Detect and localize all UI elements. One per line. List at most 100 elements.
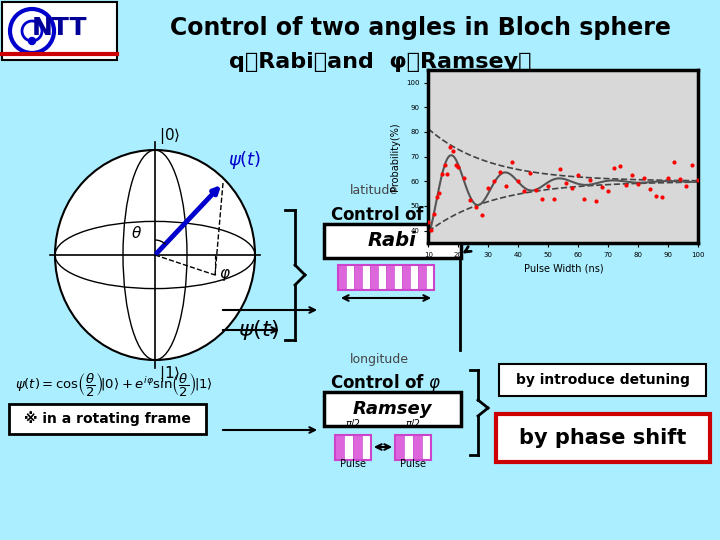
Point bbox=[433, 189, 445, 198]
Bar bbox=[395, 435, 431, 460]
FancyBboxPatch shape bbox=[496, 414, 710, 462]
Ellipse shape bbox=[55, 150, 255, 360]
Bar bbox=[413, 435, 422, 460]
Text: NTT: NTT bbox=[32, 16, 88, 40]
Text: ※ in a rotating frame: ※ in a rotating frame bbox=[24, 411, 190, 427]
Bar bbox=[362, 435, 371, 460]
FancyBboxPatch shape bbox=[324, 392, 461, 426]
Text: $|1\rangle$: $|1\rangle$ bbox=[159, 364, 181, 384]
FancyBboxPatch shape bbox=[324, 224, 461, 258]
Point bbox=[680, 182, 692, 191]
Bar bbox=[404, 435, 413, 460]
Text: by introduce detuning: by introduce detuning bbox=[516, 373, 690, 387]
Bar bbox=[394, 265, 402, 290]
Point bbox=[572, 170, 584, 179]
Point bbox=[525, 168, 536, 177]
Point bbox=[608, 164, 620, 172]
Point bbox=[464, 195, 476, 204]
Text: $\pi/2$: $\pi/2$ bbox=[405, 417, 421, 430]
Text: Pulse: Pulse bbox=[400, 459, 426, 469]
Text: Pulse: Pulse bbox=[340, 459, 366, 469]
Bar bbox=[338, 265, 346, 290]
Bar bbox=[426, 265, 434, 290]
Text: Control of two angles in Bloch sphere: Control of two angles in Bloch sphere bbox=[170, 16, 670, 40]
Bar bbox=[395, 435, 404, 460]
Bar bbox=[386, 265, 394, 290]
Point bbox=[450, 160, 462, 169]
Bar bbox=[2, 2, 117, 60]
Point bbox=[536, 194, 548, 203]
Point bbox=[471, 202, 482, 211]
Point bbox=[444, 143, 456, 151]
Bar bbox=[410, 265, 418, 290]
Bar bbox=[422, 435, 431, 460]
Point bbox=[507, 157, 518, 166]
Point bbox=[644, 184, 656, 193]
Point bbox=[603, 187, 614, 195]
Point bbox=[482, 184, 494, 193]
Point bbox=[549, 194, 560, 203]
Text: Control of $\varphi$: Control of $\varphi$ bbox=[330, 372, 442, 394]
Point bbox=[543, 181, 554, 190]
Point bbox=[633, 180, 644, 188]
Bar bbox=[362, 265, 370, 290]
Bar bbox=[378, 265, 386, 290]
Bar bbox=[346, 265, 354, 290]
Bar bbox=[353, 435, 362, 460]
Point bbox=[615, 161, 626, 170]
FancyBboxPatch shape bbox=[9, 404, 206, 434]
Point bbox=[500, 181, 512, 190]
Bar bbox=[402, 265, 410, 290]
Text: Rabi: Rabi bbox=[368, 232, 416, 251]
Point bbox=[426, 226, 437, 235]
Text: q（Rabi）and  φ（Ramsey）: q（Rabi）and φ（Ramsey） bbox=[229, 52, 531, 72]
Text: $|0\rangle$: $|0\rangle$ bbox=[159, 126, 181, 146]
Point bbox=[495, 168, 506, 177]
Text: $\theta$: $\theta$ bbox=[132, 225, 143, 241]
Point bbox=[567, 184, 578, 193]
Point bbox=[597, 183, 608, 192]
Point bbox=[669, 158, 680, 166]
Point bbox=[513, 177, 524, 185]
Point bbox=[518, 187, 530, 195]
Point bbox=[639, 173, 650, 182]
Bar bbox=[370, 265, 378, 290]
Point bbox=[687, 161, 698, 170]
Point bbox=[439, 160, 451, 169]
Text: $\psi(t)$: $\psi(t)$ bbox=[238, 318, 279, 342]
Point bbox=[453, 162, 464, 171]
Text: Control of $\theta$: Control of $\theta$ bbox=[330, 206, 441, 224]
Point bbox=[554, 165, 566, 174]
Text: latitude: latitude bbox=[350, 184, 398, 197]
Bar bbox=[344, 435, 353, 460]
Point bbox=[489, 177, 500, 185]
Text: by phase shift: by phase shift bbox=[519, 428, 687, 448]
Point bbox=[662, 173, 674, 182]
Point bbox=[621, 180, 632, 189]
Point bbox=[585, 176, 596, 184]
X-axis label: Pulse Width (ns): Pulse Width (ns) bbox=[523, 264, 603, 274]
Bar bbox=[354, 265, 362, 290]
Point bbox=[423, 217, 434, 226]
Point bbox=[590, 197, 602, 205]
Text: $\pi/2$: $\pi/2$ bbox=[345, 417, 361, 430]
Point bbox=[626, 171, 638, 179]
Point bbox=[531, 186, 542, 194]
Bar bbox=[335, 435, 344, 460]
Text: $\psi(t)$: $\psi(t)$ bbox=[228, 149, 261, 171]
Point bbox=[657, 192, 668, 201]
Point bbox=[579, 195, 590, 204]
Point bbox=[675, 175, 686, 184]
Point bbox=[561, 179, 572, 187]
Point bbox=[459, 173, 470, 182]
Text: Ramsey: Ramsey bbox=[352, 400, 432, 418]
Bar bbox=[338, 265, 434, 290]
Point bbox=[436, 170, 448, 179]
Text: longitude: longitude bbox=[350, 354, 409, 367]
FancyBboxPatch shape bbox=[499, 364, 706, 396]
Point bbox=[651, 192, 662, 201]
Ellipse shape bbox=[29, 37, 35, 44]
Text: $\varphi$: $\varphi$ bbox=[219, 267, 231, 283]
Point bbox=[447, 146, 459, 155]
Bar bbox=[418, 265, 426, 290]
